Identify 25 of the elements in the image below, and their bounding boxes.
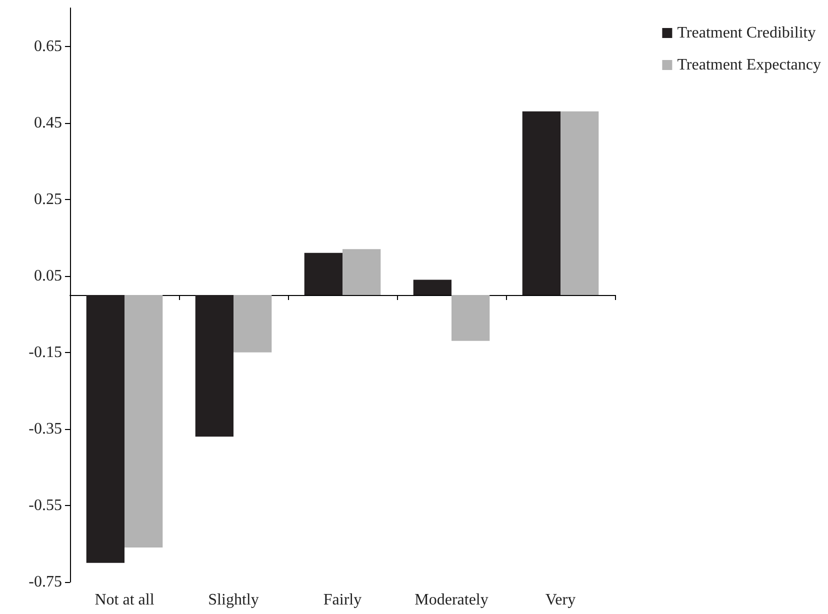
bar <box>234 295 272 352</box>
x-tick-label: Very <box>545 592 576 608</box>
bar <box>413 280 452 295</box>
bar <box>124 295 163 548</box>
bar <box>452 295 490 341</box>
legend-label: Treatment Expectancy <box>677 56 822 74</box>
bar <box>304 252 342 295</box>
y-tick-label: -0.15 <box>28 344 62 361</box>
bar <box>195 295 234 437</box>
y-tick-label: 0.25 <box>34 190 62 208</box>
x-tick-label: Not at all <box>94 592 155 608</box>
x-tick-label: Slightly <box>208 592 259 608</box>
y-tick-label: 0.45 <box>34 114 62 132</box>
y-tick-label: -0.55 <box>28 496 62 514</box>
y-tick-label: -0.35 <box>28 420 62 438</box>
legend-label: Treatment Credibility <box>677 24 816 42</box>
y-tick-label: -0.75 <box>28 574 62 590</box>
bar <box>86 295 124 563</box>
bar <box>560 111 599 295</box>
y-tick-label: 0.05 <box>34 267 62 284</box>
bar <box>522 111 560 295</box>
y-tick-label: 0.65 <box>34 38 62 55</box>
x-tick-label: Moderately <box>414 592 488 608</box>
bar <box>342 249 381 295</box>
x-tick-label: Fairly <box>323 592 362 608</box>
